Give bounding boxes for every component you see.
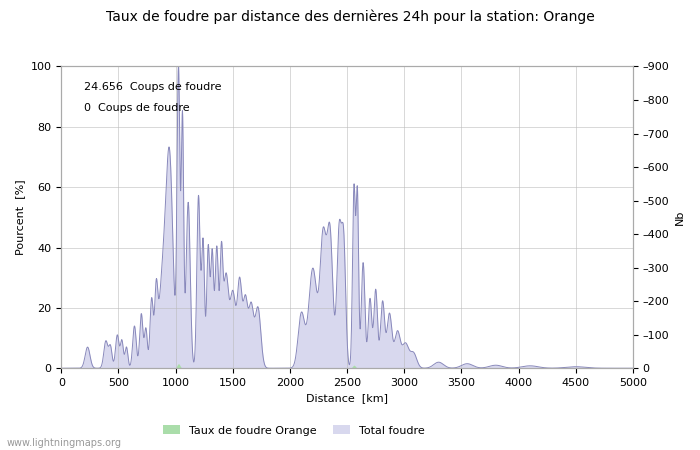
Y-axis label: Nb: Nb (675, 210, 685, 225)
Text: www.lightningmaps.org: www.lightningmaps.org (7, 438, 122, 448)
X-axis label: Distance  [km]: Distance [km] (306, 393, 388, 404)
Text: Taux de foudre par distance des dernières 24h pour la station: Orange: Taux de foudre par distance des dernière… (106, 9, 594, 23)
Text: 0  Coups de foudre: 0 Coups de foudre (84, 103, 190, 112)
Y-axis label: Pourcent  [%]: Pourcent [%] (15, 180, 25, 255)
Legend: Taux de foudre Orange, Total foudre: Taux de foudre Orange, Total foudre (159, 421, 429, 440)
Text: 24.656  Coups de foudre: 24.656 Coups de foudre (84, 81, 222, 92)
